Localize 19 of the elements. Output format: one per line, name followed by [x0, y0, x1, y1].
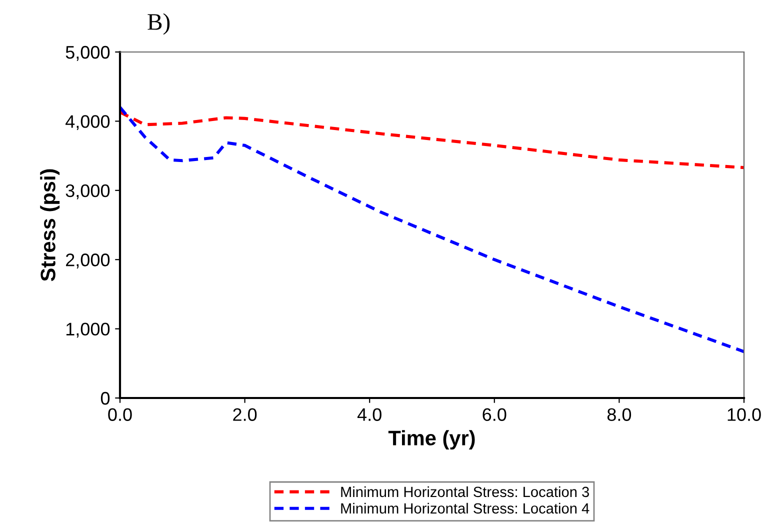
chart-title: B): [148, 13, 170, 35]
legend-label: Minimum Horizontal Stress: Location 3: [341, 486, 589, 498]
x-tick-label: 8.0: [607, 408, 632, 421]
x-tick-label: 0.0: [108, 408, 132, 421]
x-axis-title: Time (yr): [388, 430, 475, 450]
y-tick-label: 1,000: [66, 322, 110, 338]
y-tick-label: 3,000: [66, 184, 110, 200]
y-tick-label: 0: [100, 392, 110, 405]
y-axis-title: Stress (psi): [40, 169, 60, 282]
line-series: [120, 110, 744, 170]
y-tick-label: 5,000: [66, 46, 110, 61]
x-tick-label: 6.0: [482, 408, 506, 421]
x-tick-label: 2.0: [233, 408, 257, 421]
line-series: [120, 106, 744, 354]
y-tick-label: 4,000: [66, 115, 110, 130]
legend-label: Minimum Horizontal Stress: Location 4: [341, 502, 590, 514]
x-tick-label: 10.0: [728, 408, 761, 421]
x-tick-label: 4.0: [357, 408, 382, 421]
y-tick-label: 2,000: [66, 254, 110, 268]
